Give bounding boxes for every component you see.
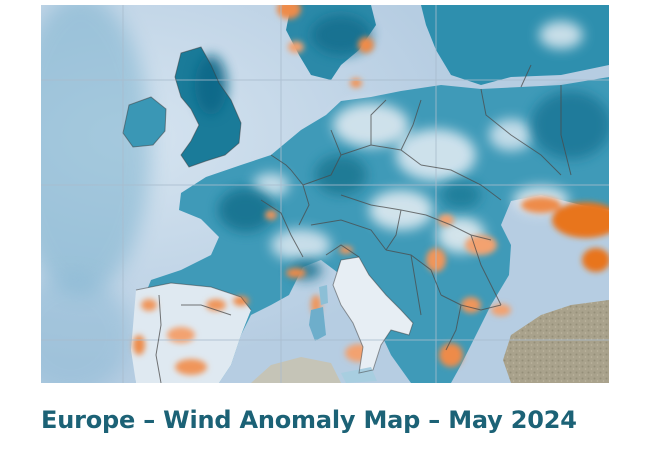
wind-anomaly-map (41, 5, 609, 383)
terrain-turkey (503, 300, 609, 383)
landmass-corsica (319, 285, 328, 305)
terrain-north-africa (251, 357, 341, 383)
atlantic-anomaly-south (41, 275, 131, 383)
landmass-sardinia (309, 307, 326, 341)
negative-anomaly-patches (133, 5, 609, 375)
country-borders (155, 64, 572, 383)
landmass-ireland (123, 97, 166, 147)
strong-positive-anomaly-patches (195, 15, 609, 280)
map-title: Europe – Wind Anomaly Map – May 2024 (41, 406, 577, 434)
map-canvas (41, 5, 609, 383)
coastlines (122, 46, 414, 374)
graticule (41, 5, 609, 383)
landmass-italy (333, 257, 413, 373)
